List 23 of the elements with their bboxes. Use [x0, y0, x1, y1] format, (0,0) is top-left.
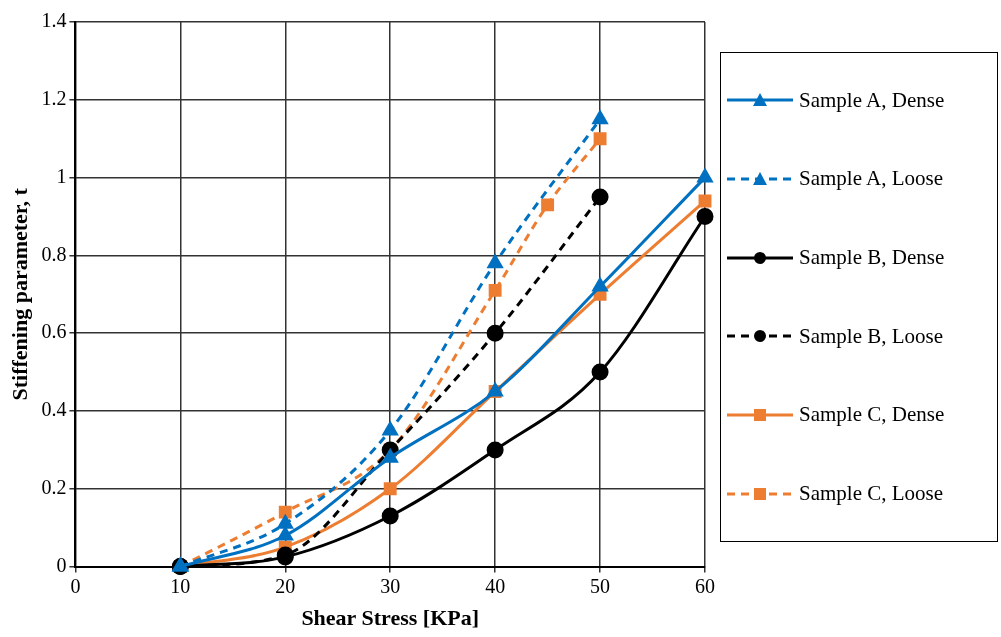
y-tick-label: 0	[56, 553, 67, 576]
x-tick-label: 0	[70, 574, 81, 597]
y-tick-label: 0.4	[41, 398, 67, 421]
x-tick-label: 50	[590, 574, 611, 597]
legend-label: Sample C, Loose	[799, 481, 944, 507]
y-tick-label: 1.4	[41, 9, 67, 32]
legend-label: Sample A, Dense	[799, 87, 945, 113]
legend-label: Sample B, Dense	[799, 245, 945, 271]
x-tick-label: 40	[485, 574, 506, 597]
x-tick-label: 20	[275, 574, 296, 597]
x-tick-label: 30	[380, 574, 401, 597]
legend-label: Sample C, Dense	[799, 402, 945, 428]
y-tick-label: 1.2	[41, 87, 67, 110]
y-tick-label: 1	[56, 164, 67, 187]
y-tick-label: 0.6	[41, 320, 67, 343]
legend-label: Sample A, Loose	[799, 166, 944, 192]
y-axis-title: Stiffening parameter, t	[6, 187, 32, 401]
y-tick-label: 0.2	[41, 476, 67, 499]
x-tick-label: 60	[695, 574, 715, 597]
legend-label: Sample B, Loose	[799, 323, 944, 349]
y-tick-label: 0.8	[41, 242, 67, 265]
x-tick-label: 10	[170, 574, 191, 597]
x-axis-title: Shear Stress [KPa]	[301, 605, 480, 631]
